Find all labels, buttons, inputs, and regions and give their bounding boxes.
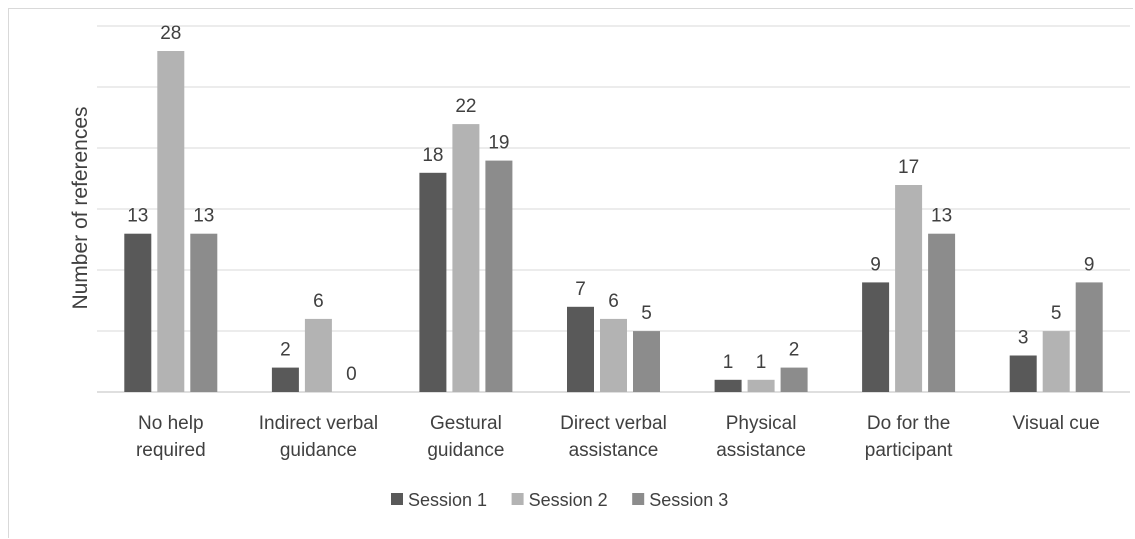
legend-swatch	[391, 493, 403, 505]
data-label: 19	[488, 133, 509, 154]
data-label: 5	[1051, 303, 1062, 324]
x-tick-label: assistance	[569, 440, 659, 461]
legend-label: Session 1	[408, 490, 487, 510]
bar	[600, 318, 627, 392]
data-label: 9	[870, 254, 881, 275]
bar	[304, 318, 332, 392]
bar	[419, 172, 447, 392]
x-tick-label: guidance	[427, 440, 504, 461]
data-label: 13	[193, 206, 214, 227]
data-label: 2	[280, 340, 291, 361]
legend: Session 1 Session 2 Session 3	[391, 490, 728, 510]
bar	[780, 367, 808, 392]
bar	[485, 160, 513, 392]
bar	[271, 367, 299, 392]
data-label: 5	[641, 303, 652, 324]
data-label: 18	[422, 145, 443, 166]
x-tick-labels: No help required Indirect verbal guidance Ge…	[136, 413, 1100, 461]
data-label: 3	[1018, 328, 1029, 349]
legend-label: Session 2	[529, 490, 608, 510]
bar	[747, 379, 775, 392]
data-label: 13	[931, 206, 952, 227]
data-label: 6	[313, 291, 324, 312]
bar	[928, 233, 956, 392]
legend-label: Session 3	[649, 490, 728, 510]
x-tick-label: Gestural	[430, 413, 502, 434]
bar	[895, 185, 923, 392]
bar	[1009, 355, 1037, 392]
data-label: 28	[160, 23, 181, 44]
data-label: 6	[608, 291, 619, 312]
y-axis-title: Number of references	[69, 106, 92, 309]
data-label: 2	[789, 340, 800, 361]
bar	[190, 233, 218, 392]
x-tick-label: Indirect verbal	[259, 413, 378, 434]
bar	[1042, 331, 1070, 392]
bar	[1075, 282, 1103, 392]
data-label: 13	[127, 206, 148, 227]
x-tick-label: Direct verbal	[560, 413, 667, 434]
x-tick-label: required	[136, 440, 206, 461]
data-label: 1	[756, 352, 767, 373]
bar	[567, 306, 594, 393]
bar	[124, 233, 152, 392]
data-label: 1	[723, 352, 734, 373]
bars	[124, 51, 1103, 393]
legend-swatch	[511, 493, 524, 505]
bar	[714, 379, 742, 392]
x-tick-label: guidance	[280, 440, 357, 461]
x-tick-label: participant	[865, 440, 953, 461]
data-label: 7	[575, 279, 586, 300]
data-label: 22	[455, 96, 476, 117]
chart-frame	[8, 8, 1133, 538]
bar	[633, 331, 660, 392]
x-tick-label: No help	[138, 413, 204, 434]
x-tick-label: Physical	[726, 413, 797, 434]
data-label: 0	[346, 364, 357, 385]
bar	[452, 124, 480, 392]
bar	[157, 51, 185, 392]
data-label: 9	[1084, 254, 1095, 275]
x-tick-label: assistance	[716, 440, 806, 461]
data-label: 17	[898, 157, 919, 178]
bar	[862, 282, 890, 392]
data-labels: 13 28 13 2 6 0 18 22 19 7 6 5 1 1 2 9 17 13 3 5 9	[127, 23, 1094, 385]
x-tick-label: Do for the	[867, 413, 950, 434]
legend-swatch	[632, 493, 645, 505]
x-tick-label: Visual cue	[1013, 413, 1100, 434]
